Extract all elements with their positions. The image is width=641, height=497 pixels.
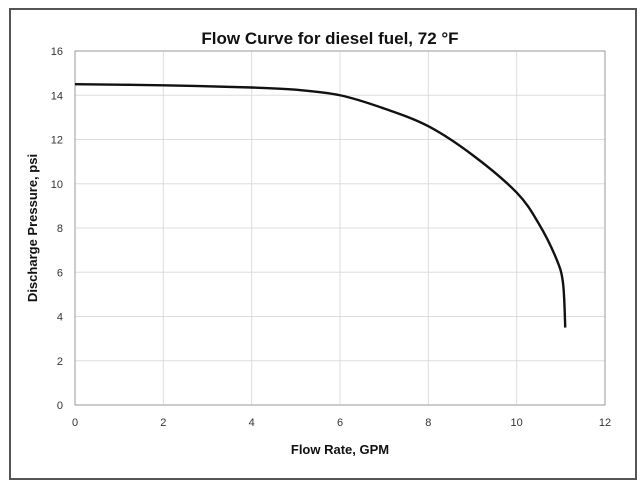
y-tick-label: 2 xyxy=(57,356,63,368)
y-tick-label: 16 xyxy=(51,46,63,58)
y-tick-label: 0 xyxy=(57,400,63,412)
y-tick-label: 6 xyxy=(57,267,63,279)
x-tick-label: 0 xyxy=(72,417,78,429)
x-tick-label: 6 xyxy=(337,417,343,429)
x-tick-label: 8 xyxy=(425,417,431,429)
y-tick-label: 10 xyxy=(51,179,63,191)
x-axis-label: Flow Rate, GPM xyxy=(291,442,389,457)
plot-area xyxy=(74,50,606,406)
chart-title: Flow Curve for diesel fuel, 72 °F xyxy=(201,29,458,48)
y-axis-label: Discharge Pressure, psi xyxy=(25,154,40,302)
y-tick-label: 14 xyxy=(51,90,63,102)
series-line xyxy=(74,82,567,328)
y-tick-label: 12 xyxy=(51,135,63,147)
y-tick-label: 4 xyxy=(57,312,63,324)
x-tick-label: 4 xyxy=(249,417,255,429)
chart-frame xyxy=(9,8,637,480)
x-tick-label: 10 xyxy=(511,417,523,429)
y-tick-label: 8 xyxy=(57,223,63,235)
x-tick-label: 12 xyxy=(599,417,611,429)
x-tick-label: 2 xyxy=(160,417,166,429)
